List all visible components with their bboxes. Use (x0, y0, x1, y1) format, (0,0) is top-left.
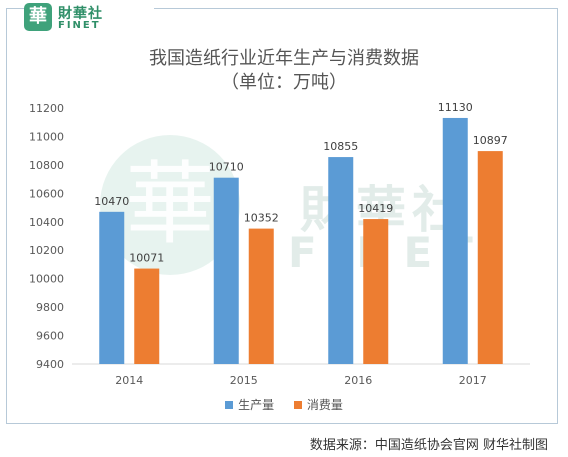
y-tick-label: 10200 (29, 244, 64, 257)
bar-consumption (363, 219, 389, 364)
y-tick-label: 10600 (29, 187, 64, 200)
bar-consumption (134, 268, 160, 364)
data-label: 11130 (438, 101, 473, 114)
data-label: 10855 (323, 140, 358, 153)
source-note: 数据来源：中国造纸协会官网 财华社制图 (309, 438, 548, 453)
bar-production (328, 157, 354, 364)
bar-consumption (248, 228, 274, 364)
y-tick-label: 9400 (36, 358, 64, 371)
y-tick-label: 10800 (29, 159, 64, 172)
x-tick-label: 2017 (459, 374, 487, 387)
chart-subtitle: （单位：万吨） (221, 72, 347, 93)
legend-item-production: 生产量 (225, 396, 274, 413)
bar-production (99, 211, 125, 364)
y-tick-label: 11000 (29, 130, 64, 143)
bar-consumption (477, 151, 503, 364)
x-tick-label: 2015 (230, 374, 258, 387)
chart-legend: 生产量 消费量 (0, 396, 568, 413)
data-label: 10710 (209, 161, 244, 174)
legend-label-consumption: 消费量 (306, 398, 343, 412)
legend-swatch-consumption (293, 401, 302, 409)
chart-title: 我国造纸行业近年生产与消费数据 (149, 48, 419, 69)
y-tick-label: 11200 (29, 102, 64, 115)
legend-item-consumption: 消费量 (293, 396, 343, 413)
bar-production (213, 177, 239, 364)
logo-seal-icon: 華 (24, 3, 52, 31)
legend-label-production: 生产量 (238, 398, 275, 412)
y-tick-label: 10400 (29, 216, 64, 229)
brand-logo: 華 財華社 FINET (24, 2, 154, 34)
logo-name-en: FINET (58, 20, 101, 31)
data-label: 10352 (244, 212, 279, 225)
bar-production (442, 117, 468, 364)
legend-swatch-production (225, 401, 234, 409)
logo-name-cn: 財華社 (58, 6, 103, 22)
y-tick-label: 9600 (36, 330, 64, 343)
y-tick-label: 9800 (36, 301, 64, 314)
x-tick-label: 2016 (344, 374, 372, 387)
y-tick-label: 10000 (29, 273, 64, 286)
data-label: 10419 (358, 202, 393, 215)
data-label: 10470 (94, 195, 129, 208)
x-tick-label: 2014 (115, 374, 143, 387)
data-label: 10071 (129, 252, 164, 265)
data-label: 10897 (473, 134, 508, 147)
